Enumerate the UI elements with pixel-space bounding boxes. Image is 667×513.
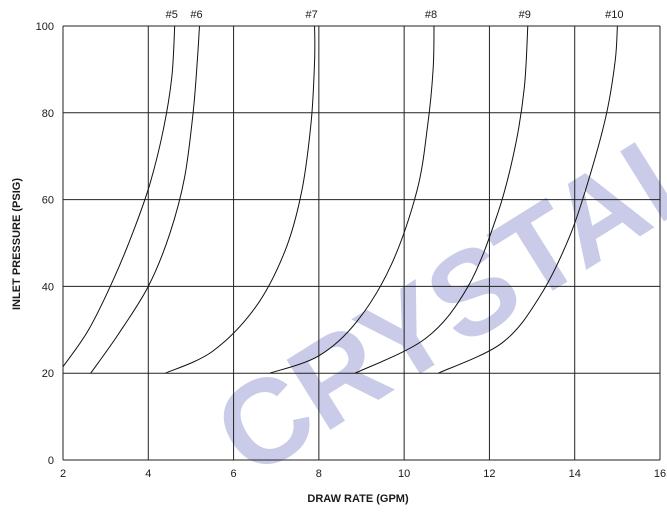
x-tick-label: 16 xyxy=(654,468,666,480)
series-line xyxy=(62,25,176,367)
y-tick-label: 40 xyxy=(42,281,54,293)
series-label: #5 xyxy=(166,9,178,21)
x-tick-label: 10 xyxy=(398,468,410,480)
x-tick-label: 4 xyxy=(145,468,151,480)
x-axis-title: DRAW RATE (GPM) xyxy=(307,493,409,505)
series-line xyxy=(354,25,529,374)
series-line xyxy=(269,25,435,374)
y-tick-label: 100 xyxy=(36,21,54,33)
x-tick-label: 8 xyxy=(316,468,322,480)
x-tick-label: 6 xyxy=(231,468,237,480)
y-tick-label: 0 xyxy=(48,455,54,467)
y-tick-label: 20 xyxy=(42,368,54,380)
series-line xyxy=(438,25,618,374)
x-tick-label: 12 xyxy=(483,468,495,480)
x-tick-label: 2 xyxy=(60,468,66,480)
series-label: #8 xyxy=(425,9,437,21)
series-label: #6 xyxy=(190,9,202,21)
x-tick-label: 14 xyxy=(569,468,581,480)
series-line xyxy=(165,25,316,374)
y-tick-label: 60 xyxy=(42,195,54,207)
plot-area: 2 4 6 8 10 12 14 16 0 20 40 60 80 100 #5 #6 #7 #8 #9 #10 xyxy=(36,9,666,480)
y-axis-title: INLET PRESSURE (PSIG) xyxy=(11,178,23,310)
series-line xyxy=(90,25,200,374)
series-label: #7 xyxy=(305,9,317,21)
y-tick-label: 80 xyxy=(42,108,54,120)
series-label: #9 xyxy=(519,9,531,21)
series-label: #10 xyxy=(605,9,623,21)
